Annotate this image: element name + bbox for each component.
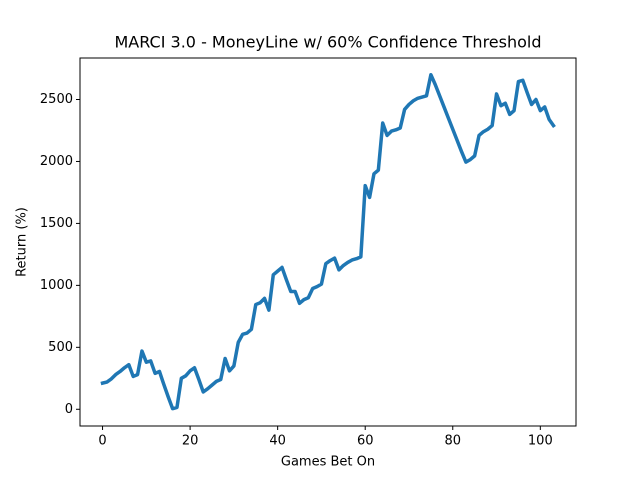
line-series [100,72,556,411]
x-tick-label: 20 [182,434,199,449]
y-tick-label: 2500 [40,92,73,107]
y-tick-label: 1000 [40,278,73,293]
x-tick-label: 60 [357,434,374,449]
y-tick-label: 500 [48,340,73,355]
x-tick-label: 0 [98,434,106,449]
y-axis-label: Return (%) [15,207,30,277]
y-tick-label: 1500 [40,216,73,231]
x-axis-label: Games Bet On [281,455,375,470]
y-tick-label: 2000 [40,154,73,169]
chart-title: MARCI 3.0 - MoneyLine w/ 60% Confidence … [114,33,541,52]
y-tick-label: 0 [65,402,73,417]
x-tick-label: 40 [269,434,286,449]
x-tick-label: 100 [528,434,553,449]
plot-frame [79,57,577,427]
x-tick-label: 80 [444,434,461,449]
